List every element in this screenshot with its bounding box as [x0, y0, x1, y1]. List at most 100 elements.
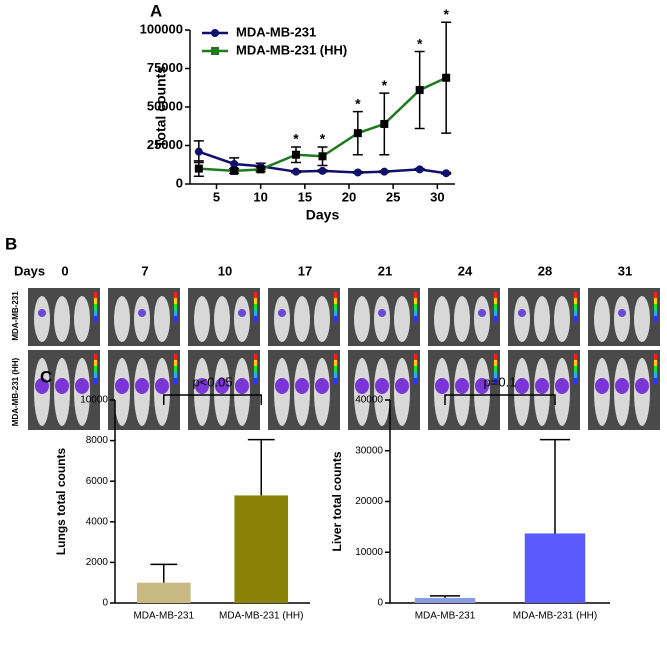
color-scale: [334, 292, 337, 298]
color-scale: [494, 354, 497, 360]
y-axis-label: Liver total counts: [330, 451, 344, 551]
color-scale: [654, 360, 657, 366]
significance: *: [293, 131, 299, 147]
x-tick-label: MDA-MB-231 (HH): [219, 611, 303, 622]
color-scale: [174, 354, 177, 360]
color-scale: [414, 360, 417, 366]
y-tick-label: 2000: [86, 557, 109, 568]
y-tick-label: 20000: [355, 496, 383, 507]
significance: *: [382, 77, 388, 93]
color-scale: [334, 304, 337, 310]
color-scale: [94, 360, 97, 366]
point: [442, 169, 451, 178]
panel-label: C: [40, 367, 52, 386]
color-scale: [174, 298, 177, 304]
mouse: [454, 296, 470, 342]
bar: [136, 582, 191, 603]
color-scale: [654, 298, 657, 304]
color-scale: [494, 292, 497, 298]
color-scale: [574, 298, 577, 304]
color-scale: [254, 304, 257, 310]
day-label: 0: [61, 263, 68, 278]
color-scale: [94, 310, 97, 316]
day-label: 17: [298, 263, 312, 278]
mouse: [514, 296, 530, 342]
signal: [618, 309, 626, 317]
signal: [315, 378, 329, 394]
color-scale: [254, 298, 257, 304]
point: [318, 166, 327, 175]
p-value: p=0.1: [484, 374, 517, 389]
color-scale: [654, 366, 657, 372]
color-scale: [254, 310, 257, 316]
significance: *: [355, 95, 361, 111]
color-scale: [574, 360, 577, 366]
x-tick-label: 10: [253, 189, 267, 204]
y-tick-label: 25000: [147, 137, 183, 152]
point: [353, 129, 362, 138]
mouse: [374, 296, 390, 342]
color-scale: [94, 378, 97, 384]
bar: [414, 597, 476, 603]
color-scale: [94, 372, 97, 378]
color-scale: [494, 366, 497, 372]
color-scale: [94, 354, 97, 360]
mouse: [634, 296, 650, 342]
error-bar: [150, 563, 178, 583]
mouse: [74, 296, 90, 342]
color-scale: [574, 366, 577, 372]
point: [415, 86, 424, 95]
row-label: MDA-MB-231 (HH): [11, 357, 20, 426]
color-scale: [174, 360, 177, 366]
color-scale: [254, 372, 257, 378]
color-scale: [574, 378, 577, 384]
point: [230, 166, 239, 175]
signal: [195, 378, 209, 394]
color-scale: [174, 310, 177, 316]
color-scale: [254, 292, 257, 298]
mouse: [274, 296, 290, 342]
color-scale: [174, 366, 177, 372]
mouse: [534, 296, 550, 342]
point: [256, 165, 265, 174]
color-scale: [654, 310, 657, 316]
signal: [295, 378, 309, 394]
day-label: 28: [538, 263, 552, 278]
color-scale: [174, 292, 177, 298]
signal: [635, 378, 649, 394]
p-value: p<0.05: [192, 374, 232, 389]
mouse: [474, 296, 490, 342]
point: [380, 119, 389, 128]
comparison-bracket: [444, 394, 556, 405]
signal: [375, 378, 389, 394]
y-axis-label: Total counts: [153, 66, 169, 148]
y-tick-label: 100000: [140, 21, 183, 36]
color-scale: [414, 372, 417, 378]
signal: [355, 378, 369, 394]
mouse: [554, 296, 570, 342]
significance: *: [417, 35, 423, 51]
mouse: [34, 296, 50, 342]
point: [380, 167, 389, 176]
color-scale: [494, 360, 497, 366]
signal: [535, 378, 549, 394]
signal: [515, 378, 529, 394]
point: [415, 165, 424, 174]
color-scale: [174, 378, 177, 384]
point: [318, 152, 327, 161]
color-scale: [574, 354, 577, 360]
panel-label: B: [5, 234, 17, 253]
signal: [135, 378, 149, 394]
row-header: Days: [14, 263, 45, 278]
signal: [278, 309, 286, 317]
x-axis-label: Days: [306, 207, 340, 223]
bar: [234, 495, 289, 603]
color-scale: [494, 316, 497, 322]
mouse: [194, 296, 210, 342]
color-scale: [574, 372, 577, 378]
color-scale: [414, 304, 417, 310]
error-bar: [429, 595, 461, 598]
color-scale: [654, 378, 657, 384]
day-label: 7: [141, 263, 148, 278]
y-tick-label: 8000: [86, 435, 109, 446]
